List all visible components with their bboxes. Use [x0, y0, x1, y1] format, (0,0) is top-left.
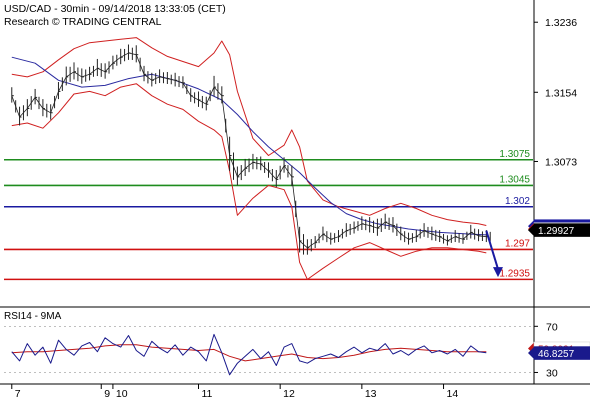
rsi-panel: RSI14 - 9MA703050.802146.8257: [4, 311, 590, 379]
rsi-badge-label: 46.8257: [538, 349, 575, 360]
x-tick-label: 14: [447, 388, 459, 400]
x-tick-label: 13: [365, 388, 377, 400]
axis-badge-box: [533, 223, 590, 237]
price-close-line: [11, 52, 487, 249]
level-label: 1.297: [505, 238, 530, 249]
chart-subtitle: Research © TRADING CENTRAL: [4, 16, 162, 28]
level-label: 1.2935: [499, 268, 530, 279]
x-tick-label: 9: [104, 388, 110, 400]
rsi-title: RSI14 - 9MA: [4, 311, 62, 322]
price-panel: 1.3236 1.3154 1.3073 1.3075 1.3045 1.302 1.297…: [0, 0, 590, 384]
chart-title: USD/CAD - 30min - 09/14/2018 13:33:05 (C…: [4, 3, 226, 15]
axis-badge-pointer: [528, 224, 534, 237]
x-axis: 7 9 10 11 12 13 14: [0, 383, 590, 400]
x-tick-label: 11: [201, 388, 212, 400]
rsi-ma-line: [11, 344, 487, 362]
rsi-line: [11, 333, 487, 376]
level-label: 1.3075: [499, 149, 530, 160]
rsi-y-tick-label: 70: [546, 321, 558, 333]
level-label: 1.302: [505, 196, 530, 207]
x-tick-label: 12: [283, 388, 295, 400]
forecast-arrow-shaft: [485, 230, 499, 270]
price-y-tick-label: 1.3236: [545, 17, 577, 29]
price-y-tick-label: 1.3073: [545, 156, 577, 168]
rsi-badge-box: [533, 346, 590, 360]
level-label: 1.3045: [499, 174, 530, 185]
bollinger-lower-line: [11, 83, 487, 280]
rsi-badge-pointer: [528, 347, 534, 360]
axis-badge-label: 1.29927: [538, 226, 575, 237]
x-tick-label: 10: [116, 388, 128, 400]
bollinger-upper-line: [11, 37, 487, 226]
x-tick-label: 7: [15, 388, 21, 400]
rsi-y-tick-label: 30: [546, 367, 558, 379]
price-y-tick-label: 1.3154: [545, 87, 577, 99]
forecast-arrow-head: [492, 267, 503, 278]
